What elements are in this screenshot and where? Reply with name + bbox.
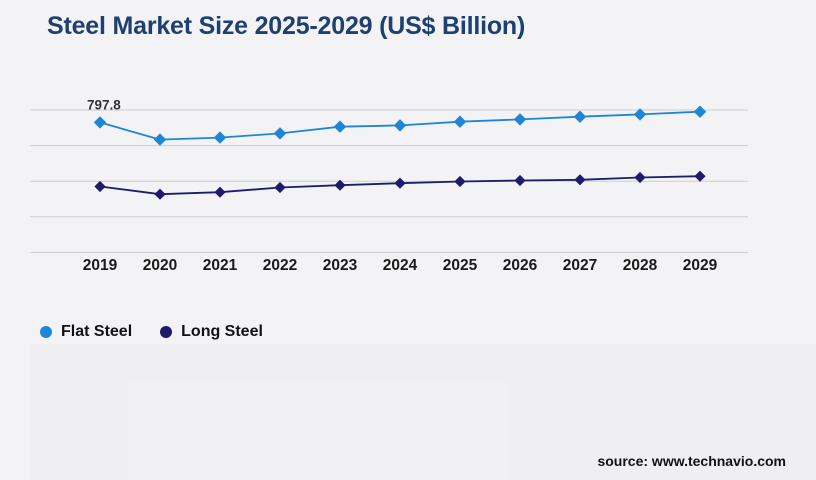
legend-item-long-steel: Long Steel [160,323,263,341]
data-point-marker [514,174,526,187]
data-point-marker [213,131,227,144]
x-axis-label: 2023 [323,257,358,274]
data-point-marker [394,177,406,189]
legend-label: Long Steel [181,323,263,340]
data-point-marker [273,127,287,140]
data-point-marker [454,175,466,188]
data-point-marker [693,105,707,118]
data-point-marker [93,116,107,129]
data-point-marker [393,119,407,132]
chart-legend: Flat Steel Long Steel [40,323,263,341]
data-point-marker [274,181,286,194]
x-axis-label: 2024 [383,257,418,274]
legend-label: Flat Steel [61,323,133,340]
x-axis-label: 2022 [263,257,297,274]
x-axis-label: 2019 [83,257,118,274]
data-point-marker [574,174,586,186]
data-point-marker [573,110,587,123]
data-point-marker [633,108,647,121]
data-point-marker [334,179,346,191]
x-axis-label: 2027 [563,257,597,274]
x-axis-label: 2025 [443,257,478,274]
data-point-marker [94,180,106,193]
flat-steel-legend-dot-icon [40,326,52,338]
data-point-marker [214,186,226,198]
chart-title: Steel Market Size 2025-2029 (US$ Billion… [47,12,526,40]
x-axis-label: 2029 [683,257,718,274]
x-axis-label: 2026 [503,257,538,274]
x-axis-label: 2021 [203,257,238,274]
source-attribution: source: www.technavio.com [597,453,786,469]
data-point-marker [453,115,467,128]
long-steel-legend-dot-icon [160,326,173,338]
data-point-marker [154,188,166,200]
data-point-marker [694,170,706,182]
x-axis-label: 2028 [623,257,658,274]
data-label: 797.8 [87,97,121,112]
data-point-marker [634,171,646,184]
x-axis-label: 2020 [143,257,177,274]
legend-item-flat-steel: Flat Steel [40,323,132,341]
data-point-marker [513,113,527,126]
data-point-marker [333,120,347,133]
data-point-marker [153,133,167,146]
